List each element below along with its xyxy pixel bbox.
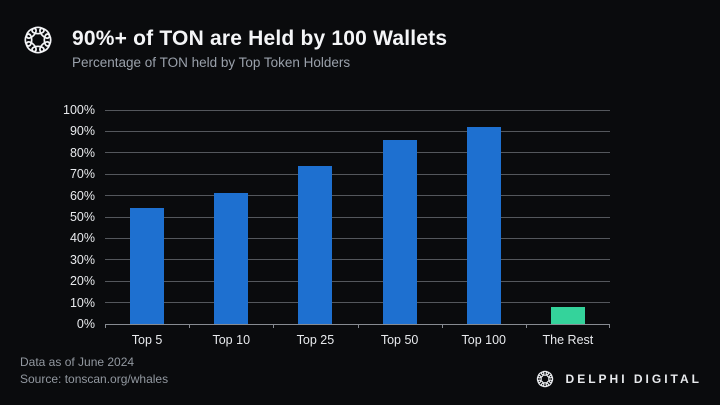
y-tick-label: 70% — [69, 167, 95, 182]
y-tick-label: 10% — [69, 295, 95, 310]
gridline — [105, 302, 610, 304]
bar-top-10 — [214, 193, 249, 324]
bar-the-rest — [550, 306, 585, 324]
bar-top-100 — [466, 127, 501, 324]
y-tick-label: 0% — [76, 317, 95, 331]
gridline — [105, 195, 610, 197]
axis-tick — [189, 324, 191, 328]
page-title: 90%+ of TON are Held by 100 Wallets — [72, 27, 448, 50]
bar-top-5 — [130, 208, 165, 324]
x-tick-label: Top 100 — [461, 333, 506, 347]
page-subtitle: Percentage of TON held by Top Token Hold… — [72, 55, 351, 70]
data-as-of-note: Data as of June 2024 — [20, 355, 135, 369]
gridline — [105, 130, 610, 132]
plot-area: 0% 10% 20% 30% 40% 50% 60% 70% 80% 90% 100% Top 5 To… — [63, 103, 610, 347]
gridline — [105, 109, 610, 111]
axis-tick — [525, 324, 527, 328]
gridline — [105, 280, 610, 282]
bar-top-25 — [298, 165, 333, 324]
gridline — [105, 152, 610, 154]
brand-lockup: DELPHI DIGITAL — [533, 367, 702, 391]
source-note: Source: tonscan.org/whales — [20, 372, 169, 386]
brand-wordmark: DELPHI DIGITAL — [565, 372, 702, 386]
x-tick-label: Top 50 — [380, 333, 419, 347]
delphi-knot-logo-small — [536, 370, 553, 388]
y-tick-label: 20% — [69, 274, 95, 289]
y-tick-label: 60% — [69, 188, 95, 203]
y-tick-label: 90% — [69, 124, 95, 139]
axis-tick — [105, 324, 106, 328]
x-tick-label: Top 10 — [212, 333, 251, 347]
y-tick-label: 80% — [69, 145, 95, 160]
delphi-knot-logo — [24, 26, 52, 54]
axis-tick — [441, 324, 443, 328]
axis-tick — [609, 324, 610, 328]
gridline — [105, 216, 610, 218]
bar-top-50 — [382, 139, 417, 324]
x-tick-label: The Rest — [542, 333, 594, 347]
y-tick-label: 50% — [69, 210, 95, 224]
gridline — [105, 237, 610, 239]
axis-tick — [273, 324, 275, 328]
gridline — [105, 173, 610, 175]
x-tick-label: Top 25 — [296, 333, 335, 347]
y-tick-label: 30% — [69, 252, 95, 267]
axis-tick — [357, 324, 359, 328]
y-tick-label: 100% — [63, 103, 95, 117]
gridline — [105, 259, 610, 261]
y-tick-label: 40% — [69, 231, 95, 246]
x-tick-label: Top 5 — [131, 333, 163, 347]
